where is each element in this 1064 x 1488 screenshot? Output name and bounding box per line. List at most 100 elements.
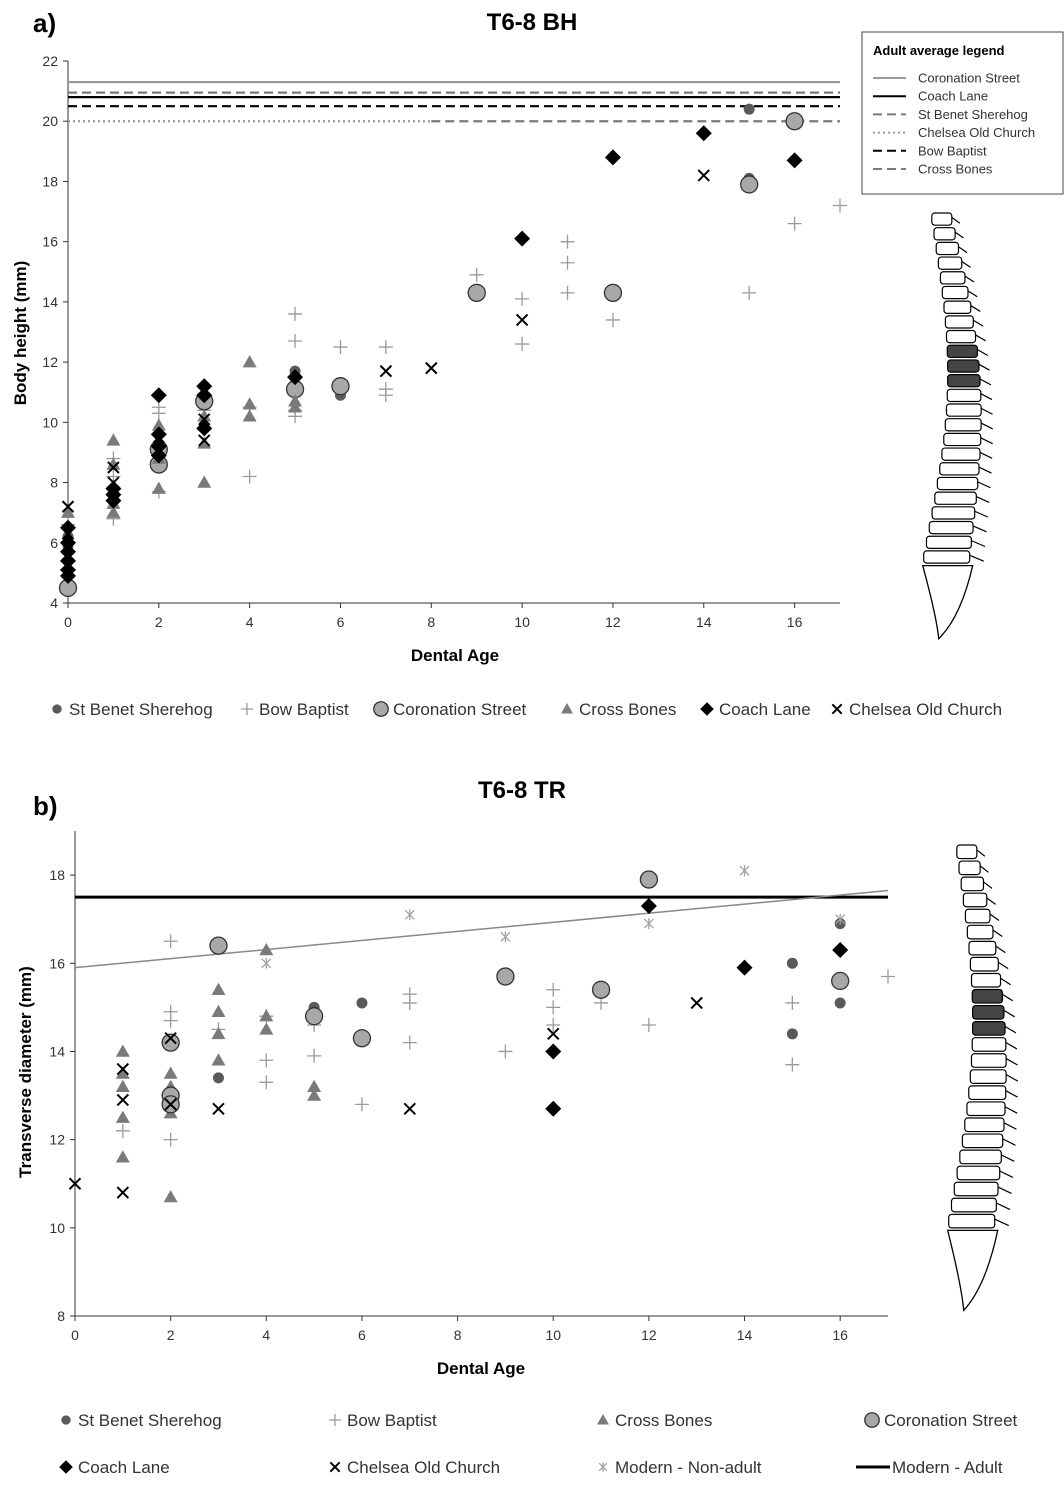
spine-illustration-a	[921, 212, 994, 641]
vertebra	[947, 359, 980, 373]
data-point-bow-baptist	[785, 995, 800, 1010]
x-tick-label: 16	[787, 614, 803, 630]
vertebra	[948, 1213, 996, 1229]
vertebra-process	[969, 554, 984, 562]
data-point-cross-bones	[259, 943, 274, 956]
vertebra	[964, 908, 991, 924]
vertebra-process	[979, 451, 993, 459]
vertebra	[946, 344, 979, 359]
y-tick-label: 18	[42, 173, 58, 189]
data-point-cross-bones	[115, 1066, 130, 1079]
data-point-chelsea-old-church	[61, 500, 75, 513]
data-point-cross-bones	[211, 1026, 226, 1040]
legend-label-chelsea-old-church: Chelsea Old Church	[849, 700, 1002, 719]
vertebra	[956, 1165, 1001, 1181]
series-chelsea-old-church	[68, 996, 703, 1199]
data-point-chelsea-old-church	[547, 1027, 560, 1041]
series-cross-bones	[61, 355, 303, 518]
data-point-chelsea-old-church	[379, 364, 393, 378]
data-point-chelsea-old-church	[116, 1062, 130, 1076]
x-tick-label: 6	[337, 614, 345, 630]
data-point-coach-lane	[832, 942, 849, 959]
vertebra	[944, 315, 974, 329]
legend-item-st-benet-sherehog: St Benet Sherehog	[61, 1411, 222, 1430]
data-point-bow-baptist	[546, 1018, 561, 1032]
data-point-modern-non-adult	[739, 865, 750, 877]
data-point-bow-baptist	[242, 469, 257, 484]
vertebra	[931, 506, 976, 520]
x-tick-label: 0	[64, 614, 72, 630]
data-point-coronation-street	[331, 377, 350, 396]
legend-label-cross-bones: Cross Bones	[579, 700, 676, 719]
data-point-chelsea-old-church	[107, 461, 120, 474]
vertebra	[937, 256, 963, 270]
vertebra-process	[1003, 1009, 1015, 1018]
panel-a-label: a)	[33, 8, 56, 38]
legend-item-coach-lane: Coach Lane	[700, 700, 811, 719]
data-point-bow-baptist	[560, 255, 575, 270]
vertebra-process	[954, 231, 964, 239]
data-point-coach-lane	[150, 426, 167, 443]
vertebra	[941, 447, 981, 461]
data-point-bow-baptist	[787, 216, 802, 231]
vertebra-process	[989, 913, 1000, 921]
data-point-st-benet-sherehog	[212, 1072, 224, 1084]
data-point-bow-baptist	[151, 406, 166, 421]
data-point-bow-baptist	[560, 285, 575, 300]
vertebra-process	[980, 407, 993, 415]
legend-marker-coach-lane	[700, 702, 714, 716]
x-tick-label: 8	[454, 1327, 462, 1343]
data-point-coach-lane	[736, 959, 753, 976]
vertebra	[953, 1181, 999, 1197]
data-point-coach-lane	[196, 378, 213, 395]
data-point-chelsea-old-church	[515, 313, 529, 327]
legend-marker-coach-lane	[59, 1460, 73, 1474]
vertebra-process	[992, 929, 1003, 938]
vertebra-process	[973, 319, 984, 327]
y-tick-label: 10	[49, 1220, 65, 1236]
vertebra	[959, 1149, 1002, 1165]
vertebra	[972, 1021, 1006, 1036]
y-tick-label: 22	[42, 53, 58, 69]
y-tick-label: 10	[42, 414, 58, 430]
vertebra	[962, 892, 988, 908]
vertebra-process	[976, 496, 990, 503]
x-tick-label: 2	[155, 614, 163, 630]
panel-b-label: b)	[33, 791, 58, 821]
vertebra	[950, 1197, 997, 1213]
data-point-chelsea-old-church	[107, 476, 120, 489]
vertebra-process	[979, 865, 989, 873]
panel-a-ylabel: Body height (mm)	[11, 261, 30, 406]
vertebra	[946, 388, 982, 403]
data-point-cross-bones	[242, 355, 257, 368]
vertebra-process	[997, 1186, 1012, 1195]
data-point-cross-bones	[151, 481, 166, 494]
vertebra	[936, 476, 979, 491]
y-tick-label: 16	[49, 955, 65, 971]
data-point-coach-lane	[287, 369, 304, 386]
data-point-coronation-street	[304, 1007, 324, 1026]
data-point-coach-lane	[150, 387, 167, 404]
data-point-coronation-street	[831, 971, 850, 991]
vertebra-process	[972, 525, 987, 533]
vertebra-process	[1005, 1074, 1019, 1082]
vertebra	[968, 940, 997, 956]
legend-item-bow-baptist: Bow Baptist	[241, 700, 349, 719]
data-point-bow-baptist	[560, 234, 575, 249]
data-point-modern-non-adult	[643, 918, 654, 929]
series-coronation-street	[58, 112, 804, 598]
data-point-chelsea-old-church	[116, 1093, 130, 1107]
data-point-cross-bones	[242, 409, 257, 422]
data-point-chelsea-old-church	[403, 1102, 416, 1115]
series-st-benet-sherehog	[212, 918, 846, 1084]
data-point-coronation-street	[496, 967, 515, 986]
data-point-chelsea-old-church	[212, 1102, 225, 1115]
legend-item-cross-bones: Cross Bones	[561, 700, 676, 719]
vertebra-process	[1000, 977, 1011, 986]
x-tick-label: 2	[167, 1327, 175, 1343]
vertebra-process	[961, 260, 971, 268]
data-point-coach-lane	[60, 567, 76, 584]
data-point-coronation-street	[603, 283, 623, 303]
legend-label-cross-bones: Cross Bones	[615, 1411, 712, 1430]
data-point-modern-non-adult	[835, 913, 846, 925]
